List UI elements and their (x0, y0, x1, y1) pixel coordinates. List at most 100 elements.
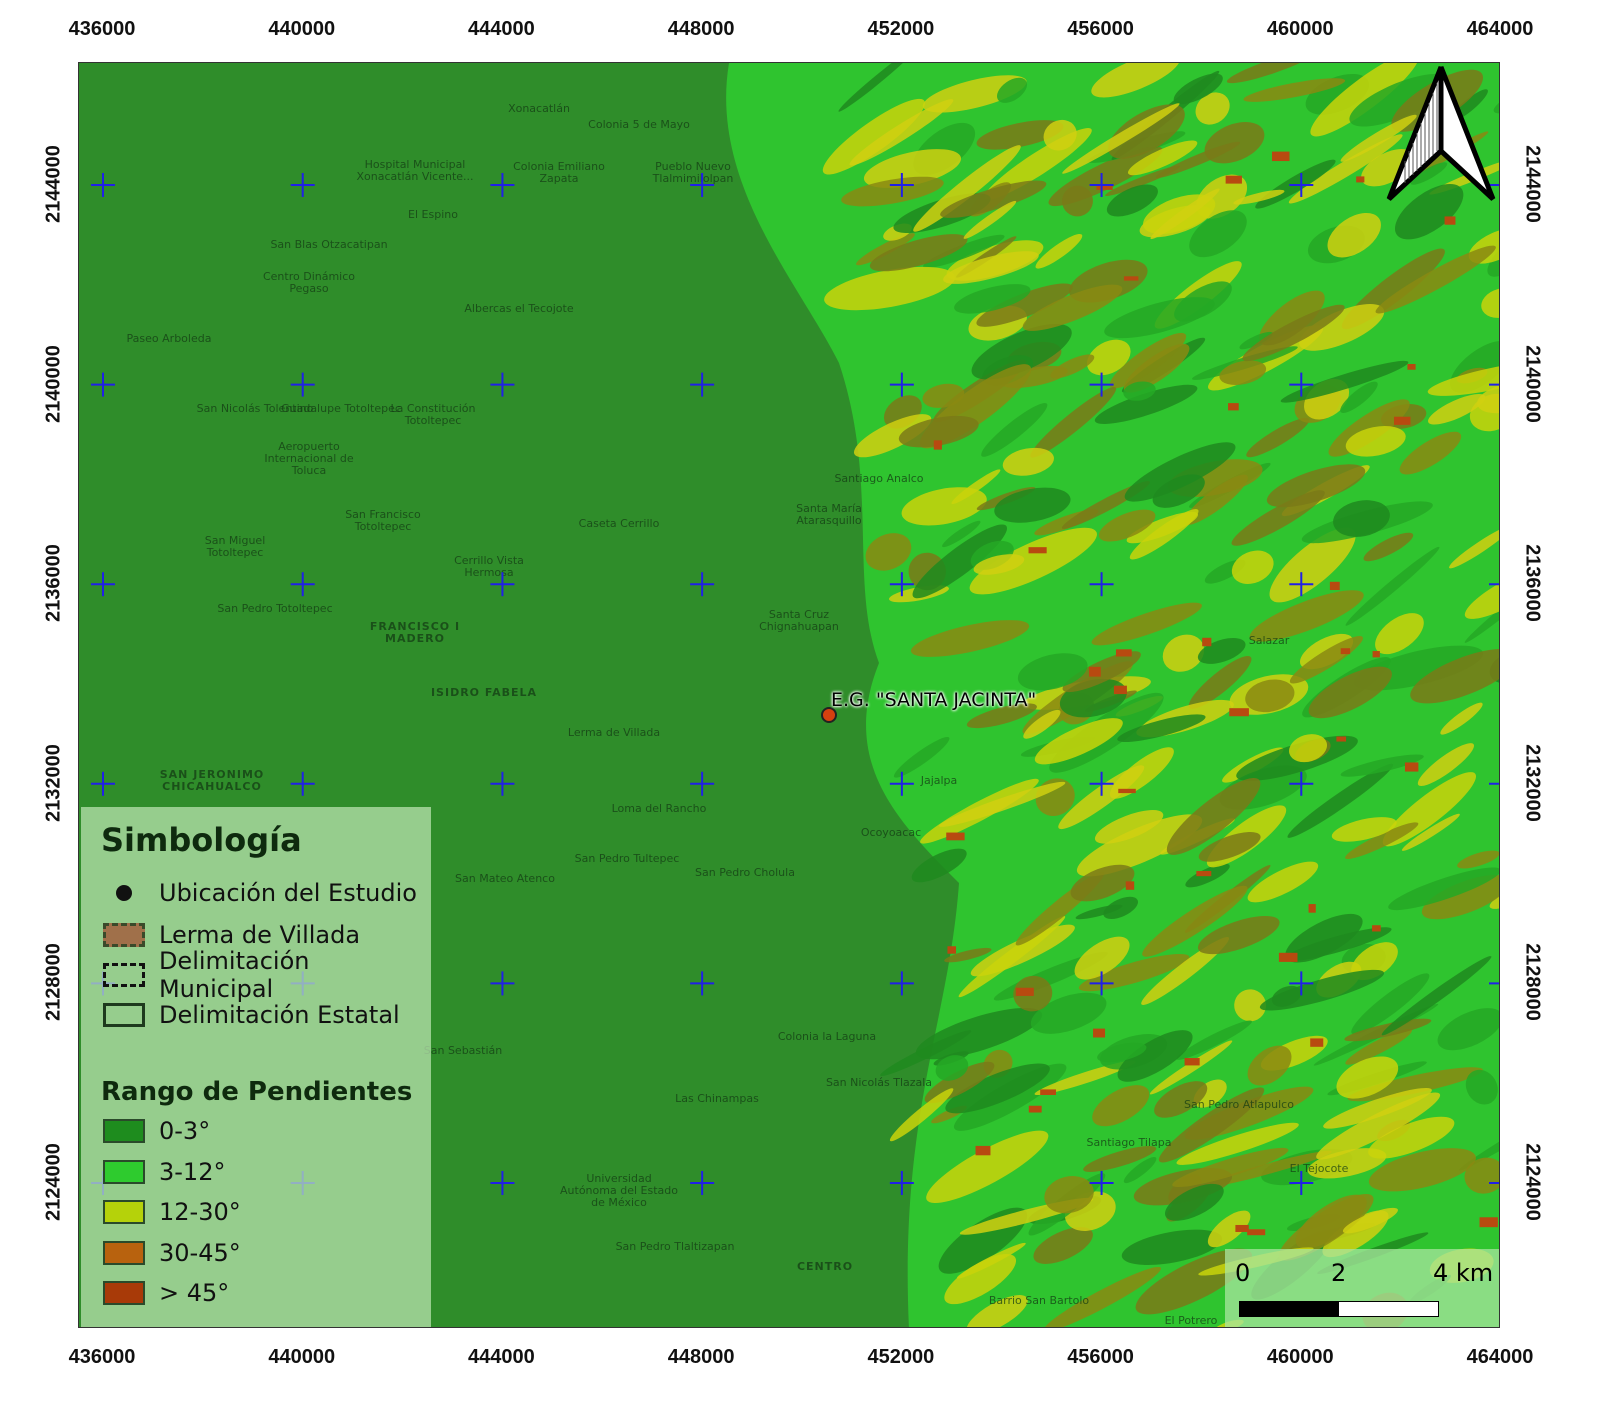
place-label: San Francisco Totoltepec (345, 508, 421, 533)
slope-swatch (103, 1240, 145, 1265)
steep-slope-patch (975, 1145, 991, 1156)
steep-slope-patch (1329, 581, 1340, 591)
slope-patch (1410, 648, 1499, 704)
legend-item-slope: 3-12° (103, 1158, 225, 1186)
slope-patch (926, 1130, 1049, 1204)
place-label: Paseo Arboleda (126, 332, 212, 345)
steep-slope-patch (1393, 416, 1411, 425)
slope-patch (1123, 343, 1190, 393)
place-label: Salazar (1248, 634, 1290, 647)
place-label: Hospital Municipal Xonacatlán Vicente... (356, 158, 474, 183)
slope-patch (943, 251, 1039, 284)
grid-cross (690, 572, 715, 597)
place-label: Colonia 5 de Mayo (588, 118, 690, 131)
slope-swatch (103, 1159, 145, 1184)
slope-patch (1308, 666, 1392, 719)
scale-bar-graphic (1239, 1301, 1439, 1317)
slope-patch (1106, 184, 1158, 217)
slope-patch (1457, 850, 1499, 869)
grid-cross (290, 173, 315, 197)
slope-patch (976, 283, 1073, 327)
slope-patch (893, 736, 950, 778)
slope-patch (1034, 718, 1123, 765)
steep-slope-patch (1229, 708, 1249, 717)
steep-slope-patch (946, 832, 965, 841)
slope-patch (1368, 1116, 1455, 1159)
grid-cross (1089, 1171, 1114, 1195)
slope-map[interactable]: Xonacatlán Colonia 5 de Mayo Hospital Muni… (78, 62, 1500, 1328)
place-label: San Pedro Tlaltizapan (615, 1240, 735, 1253)
slope-patch (1123, 381, 1156, 401)
slope-patch (1219, 360, 1267, 385)
slope-patch (1388, 867, 1499, 911)
slope-patch (1246, 417, 1310, 458)
slope-patch (1316, 1092, 1441, 1160)
grid-cross (1289, 1171, 1314, 1195)
slope-patch (1345, 822, 1419, 860)
slope-patch (1086, 339, 1131, 376)
grid-cross (490, 173, 515, 197)
slope-patch (1247, 861, 1319, 903)
y-coordinate-label: 2128000 (1521, 943, 1544, 1022)
legend-item-slope: 0-3° (103, 1117, 210, 1145)
slope-swatch (103, 1200, 145, 1224)
slope-patch (1375, 245, 1496, 314)
place-label: El Tejocote (1289, 1162, 1349, 1175)
slope-patch (963, 200, 1017, 239)
place-label: Santa Cruz Chignahuapan (759, 608, 839, 633)
slope-patch (1030, 387, 1117, 458)
grid-cross (1289, 572, 1314, 597)
scale-label: 0 (1235, 1259, 1251, 1287)
legend-label: 12-30° (159, 1198, 241, 1226)
slope-patch (1464, 567, 1499, 619)
slope-raster (79, 63, 1499, 1327)
slope-patch (1247, 1045, 1292, 1086)
grid-cross (1089, 771, 1114, 796)
slope-patch (1481, 287, 1499, 318)
slope-patch (1401, 813, 1460, 851)
slope-patch (1465, 1069, 1498, 1105)
legend-item-state: Delimitación Estatal (103, 1001, 400, 1029)
slope-patch (911, 848, 967, 883)
study-site-marker[interactable] (821, 707, 837, 723)
place-label: SAN JERONIMO CHICAHUALCO (159, 768, 265, 793)
slope-patch (912, 524, 1008, 599)
slope-patch (1062, 103, 1180, 174)
y-coordinate-label: 2124000 (1521, 1143, 1544, 1221)
slope-patch (1189, 210, 1247, 258)
slope-patch (1340, 381, 1378, 413)
solid-rectangle-icon (103, 1003, 145, 1027)
slope-patch (1097, 1042, 1147, 1063)
slope-patch (1289, 636, 1363, 684)
place-label: CENTRO (796, 1260, 854, 1273)
place-label: Loma del Rancho (611, 802, 707, 815)
y-coordinate-label: 2132000 (1521, 743, 1544, 822)
slope-patch (889, 1088, 954, 1142)
grid-cross (1489, 184, 1499, 186)
slope-patch (1428, 393, 1486, 425)
grid-cross (490, 372, 515, 397)
steep-slope-patch (1113, 685, 1127, 695)
slope-patch (1347, 1067, 1483, 1102)
slope-patch (1158, 1087, 1265, 1163)
slope-patch (1299, 303, 1385, 351)
legend-label: Delimitación Municipal (158, 947, 310, 1003)
place-label: Colonia la Laguna (777, 1030, 877, 1043)
steep-slope-patch (1115, 649, 1132, 657)
grid-cross (690, 173, 715, 197)
y-coordinate-label: 2140000 (1521, 344, 1544, 423)
grid-cross (690, 372, 715, 397)
steep-slope-patch (1372, 925, 1381, 932)
grid-cross (690, 971, 715, 996)
slope-patch (1176, 1020, 1252, 1060)
slope-patch (1233, 189, 1285, 205)
slope-patch (956, 1242, 1026, 1279)
slope-legend-title: Rango de Pendientes (101, 1077, 413, 1107)
lerma-swatch (103, 923, 145, 947)
slope-patch (1234, 989, 1267, 1022)
steep-slope-patch (1444, 216, 1456, 225)
place-label: Xonacatlán (508, 102, 570, 115)
slope-patch (1070, 864, 1135, 902)
place-label: Santiago Tilapa (1086, 1136, 1172, 1149)
steep-slope-patch (1118, 788, 1136, 794)
